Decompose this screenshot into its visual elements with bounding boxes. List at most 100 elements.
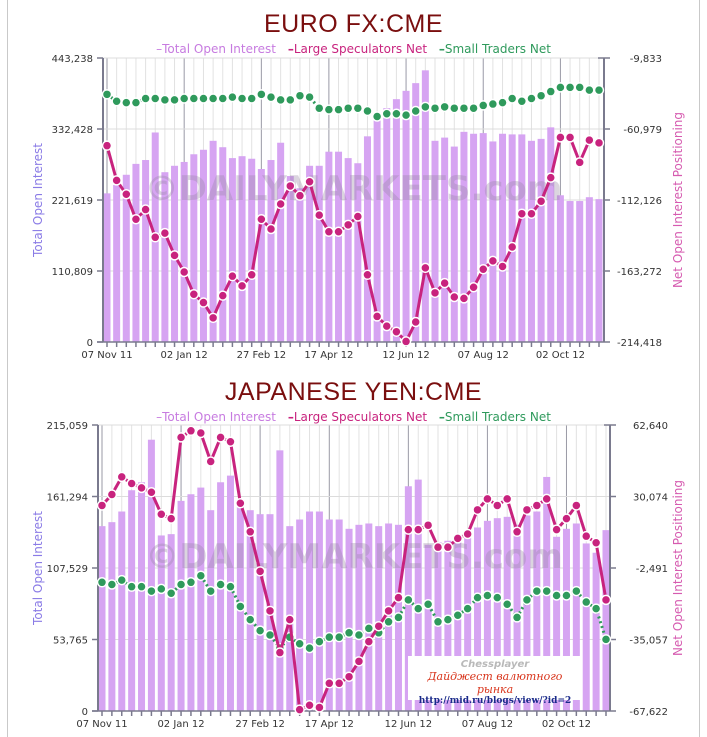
small-traders-net-point <box>432 616 444 628</box>
small-traders-net-point <box>593 84 605 96</box>
legend-item-total-open-interest[interactable]: –Total Open Interest <box>156 42 277 56</box>
small-traders-net-point <box>101 89 113 100</box>
bar-total-open-interest <box>286 176 294 342</box>
legend-item-large-speculators[interactable]: –Large Speculators Net <box>287 42 428 56</box>
large-speculators-net-point <box>452 533 464 544</box>
legend-item-small-traders[interactable]: –Small Traders Net <box>438 42 551 56</box>
bar-total-open-interest <box>238 156 246 342</box>
bar-total-open-interest <box>562 528 570 711</box>
bar-total-open-interest <box>566 201 574 342</box>
large-speculators-net-point <box>442 541 454 553</box>
y-right-tick-label: -112,126 <box>617 196 662 207</box>
bar-total-open-interest <box>354 163 362 342</box>
large-speculators-net-point <box>126 478 137 489</box>
small-traders-net-point <box>429 102 441 114</box>
large-speculators-net-point <box>304 176 315 188</box>
large-speculators-net-point <box>555 132 566 143</box>
bar-total-open-interest <box>375 526 383 711</box>
small-traders-net-point <box>146 585 157 597</box>
large-speculators-net-point <box>501 493 513 505</box>
small-traders-net-point <box>506 93 518 104</box>
large-speculators-net-point <box>497 261 508 272</box>
bar-total-open-interest <box>138 482 146 711</box>
large-speculators-net-point <box>482 493 493 505</box>
small-traders-net-point <box>511 612 523 623</box>
stamp-author: Chessplayer <box>460 659 530 670</box>
small-traders-net-point <box>410 105 421 117</box>
small-traders-net-point <box>442 614 454 625</box>
large-speculators-net-point <box>492 500 503 511</box>
chart-legend[interactable]: –Total Open Interest –Large Speculators … <box>0 410 707 424</box>
small-traders-net-point <box>149 93 161 104</box>
small-traders-net-point <box>188 93 200 104</box>
y-left-tick-label: 443,238 <box>52 54 93 65</box>
legend-item-large-speculators[interactable]: –Large Speculators Net <box>287 410 428 424</box>
large-speculators-net-point <box>323 226 335 238</box>
bar-total-open-interest <box>553 536 561 711</box>
small-traders-net-point <box>169 94 180 106</box>
large-speculators-net-point <box>195 427 207 439</box>
bar-total-open-interest <box>277 142 285 342</box>
large-speculators-net-point <box>106 489 118 500</box>
small-traders-net-point <box>246 93 257 104</box>
large-speculators-net-point <box>571 500 582 511</box>
large-speculators-net-point <box>324 678 335 689</box>
large-speculators-net-point <box>391 326 402 337</box>
large-speculators-net-point <box>333 678 345 689</box>
large-speculators-net-point <box>236 280 248 292</box>
bar-total-open-interest <box>527 140 535 342</box>
small-traders-net-point <box>564 82 576 93</box>
large-speculators-net-point <box>207 312 219 324</box>
small-traders-net-point <box>383 616 394 628</box>
large-speculators-net-point <box>521 504 533 516</box>
large-speculators-net-point <box>381 320 393 332</box>
small-traders-net-point <box>227 91 238 103</box>
y-right-tick-label: 62,640 <box>633 421 668 432</box>
small-traders-net-point <box>294 638 305 650</box>
chart-legend[interactable]: –Total Open Interest –Large Speculators … <box>0 42 707 56</box>
large-speculators-net-point <box>156 508 167 520</box>
watermark: ©DAILYMARKETS.com <box>145 537 563 577</box>
small-traders-net-point <box>487 98 499 110</box>
small-traders-net-point <box>205 585 216 597</box>
small-traders-net-point <box>400 109 412 121</box>
small-traders-net-point <box>468 102 479 114</box>
large-speculators-net-point <box>304 699 315 711</box>
legend-label: Total Open Interest <box>162 42 277 56</box>
bar-total-open-interest <box>582 543 590 711</box>
stamp-url[interactable]: http://mid.ru/blogs/view/?id=2 <box>418 696 572 706</box>
bar-total-open-interest <box>306 165 314 342</box>
bar-total-open-interest <box>602 530 610 711</box>
large-speculators-net-point <box>477 263 489 275</box>
bar-total-open-interest <box>142 160 150 342</box>
small-traders-net-point <box>580 596 592 608</box>
large-speculators-net-point <box>264 605 276 617</box>
large-speculators-net-point <box>188 288 200 300</box>
y-right-axis-title: Net Open Interest Positioning <box>671 112 685 288</box>
y-right-tick-label: -35,057 <box>629 636 668 647</box>
large-speculators-net-point <box>564 132 576 143</box>
bar-total-open-interest <box>296 519 304 711</box>
large-speculators-net-point <box>373 620 384 632</box>
legend-item-small-traders[interactable]: –Small Traders Net <box>438 410 551 424</box>
large-speculators-net-point <box>149 232 161 243</box>
legend-item-total-open-interest[interactable]: –Total Open Interest <box>156 410 277 424</box>
large-speculators-net-point <box>96 500 108 511</box>
bar-total-open-interest <box>108 522 116 711</box>
small-traders-net-point <box>313 102 325 114</box>
small-traders-net-point <box>236 93 248 104</box>
small-traders-net-point <box>165 588 177 599</box>
bar-total-open-interest <box>335 519 343 711</box>
small-traders-net-point <box>116 574 128 586</box>
small-traders-net-point <box>391 108 402 120</box>
large-speculators-net-point <box>526 208 537 219</box>
legend-label: Large Speculators Net <box>293 410 428 424</box>
bar-total-open-interest <box>344 158 352 342</box>
bar-total-open-interest <box>276 450 284 711</box>
bar-total-open-interest <box>199 149 207 342</box>
large-speculators-net-point <box>146 487 157 498</box>
large-speculators-net-point <box>227 270 238 282</box>
large-speculators-net-point <box>353 656 365 667</box>
large-speculators-net-point <box>590 537 602 549</box>
large-speculators-net-point <box>432 541 444 553</box>
